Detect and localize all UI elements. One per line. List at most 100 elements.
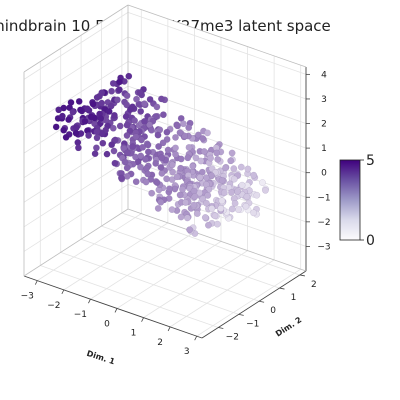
scatter-point (143, 179, 149, 185)
scatter-point (104, 151, 110, 157)
scatter-point (93, 145, 99, 151)
scatter-point (177, 129, 183, 135)
y-tick-label: 2 (311, 280, 317, 290)
scatter-point (204, 130, 210, 136)
scatter-point (215, 156, 221, 162)
scatter-point (219, 177, 225, 183)
scatter-point (142, 156, 148, 162)
scatter-point (94, 129, 100, 135)
scatter-point (116, 87, 122, 93)
scatter-point (218, 205, 224, 211)
z-tick-label: −3 (317, 242, 330, 252)
scatter-point (235, 206, 241, 212)
scatter-point (201, 148, 207, 154)
x-tick (62, 290, 64, 294)
scatter-point (143, 165, 149, 171)
x-tick-label: 3 (184, 347, 190, 357)
y-tick (239, 314, 244, 315)
scatter-point (138, 137, 144, 143)
scatter-point (221, 190, 227, 196)
scatter-point (229, 206, 235, 212)
scatter-point (124, 122, 130, 128)
scatter-point (234, 188, 240, 194)
scatter-point (231, 165, 237, 171)
scatter-point (99, 100, 105, 106)
scatter-point (154, 179, 160, 185)
scatter-point (178, 156, 184, 162)
scatter-point (94, 135, 100, 141)
scatter-point (222, 165, 228, 171)
scatter-point (159, 170, 165, 176)
scatter-point (63, 134, 69, 140)
scatter-point (158, 96, 164, 102)
scatter-point (122, 159, 128, 165)
z-tick-label: 0 (321, 169, 327, 179)
y-tick-label: 0 (270, 306, 276, 316)
scatter-point (153, 160, 159, 166)
scatter-point (214, 150, 220, 156)
scatter-point (73, 130, 79, 136)
x-tick-label: 1 (131, 329, 137, 339)
scatter-point (186, 144, 192, 150)
scatter-point (229, 150, 235, 156)
scatter-point (77, 107, 83, 113)
scatter-point (219, 198, 225, 204)
scatter-point (192, 193, 198, 199)
scatter-point (179, 186, 185, 192)
scatter-point (111, 148, 117, 154)
scatter-point (191, 202, 197, 208)
z-tick-label: 1 (321, 144, 327, 154)
scatter-point (109, 142, 115, 148)
scatter-point (124, 165, 130, 171)
scatter-point (165, 147, 171, 153)
scatter-point (133, 179, 139, 185)
scatter-point (155, 132, 161, 138)
scatter-point (61, 127, 67, 133)
scatter-point (200, 135, 206, 141)
x-tick-label: −3 (21, 292, 34, 302)
scatter-point (114, 97, 120, 103)
scatter-point (137, 164, 143, 170)
scatter-point (250, 210, 256, 216)
scatter-point (117, 123, 123, 129)
scatter-point (154, 104, 160, 110)
scatter-point (228, 189, 234, 195)
z-tick-label: −1 (317, 193, 330, 203)
x-tick (88, 299, 90, 303)
scatter-point (244, 193, 250, 199)
scatter-point (158, 164, 164, 170)
scatter-point (207, 155, 213, 161)
scatter-point (197, 174, 203, 180)
x-tick-label: −1 (74, 310, 87, 320)
colorbar-max-label: 5 (366, 153, 375, 169)
scatter-point (245, 166, 251, 172)
scatter-point (251, 172, 257, 178)
scatter-point (133, 96, 139, 102)
scatter-point (239, 182, 245, 188)
scatter-point (141, 118, 147, 124)
scatter-point (75, 145, 81, 151)
y-tick (218, 327, 223, 328)
scatter-point (70, 109, 76, 115)
scatter-point (169, 206, 175, 212)
scatter-point (65, 116, 71, 122)
scatter-point (186, 124, 192, 130)
scatter-point (110, 125, 116, 131)
scatter-point (172, 151, 178, 157)
scatter-point (124, 132, 130, 138)
x-tick (35, 281, 37, 285)
scatter-point (131, 117, 137, 123)
colorbar: 5 0 (340, 153, 375, 249)
z-tick-label: 4 (321, 70, 327, 80)
scatter-point (98, 115, 104, 121)
x-tick (115, 308, 117, 312)
y-tick (300, 275, 305, 276)
y-tick-label: −1 (246, 319, 259, 329)
scatter-point (159, 155, 165, 161)
scatter-point (190, 163, 196, 169)
scatter-point (155, 143, 161, 149)
scatter-point (198, 158, 204, 164)
scatter-point (202, 214, 208, 220)
scatter-point (118, 175, 124, 181)
